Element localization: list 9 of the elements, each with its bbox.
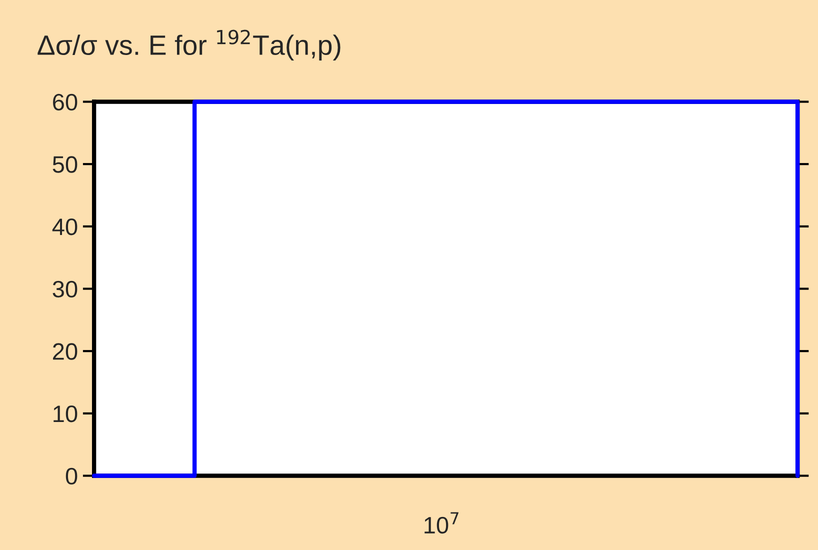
- y-tick-label: 0: [66, 468, 78, 485]
- y-tick-label: 60: [53, 94, 78, 111]
- y-tick-label: 10: [54, 405, 78, 422]
- y-tick-label: 40: [52, 218, 78, 236]
- text: 10$^{7}$: [424, 512, 458, 534]
- chart-title: Δσ/σ vs. E for $^{192}$Ta(n,p): [38, 30, 340, 61]
- y-tick-label: 30: [52, 280, 78, 298]
- y-tick-label: 20: [53, 343, 78, 360]
- y-tick-label: 50: [52, 156, 78, 173]
